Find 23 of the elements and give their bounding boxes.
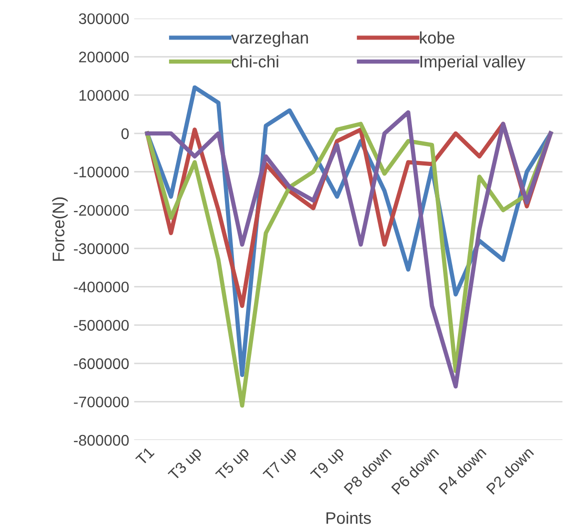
y-tick-label: -500000: [74, 320, 129, 331]
y-tick-label: -200000: [74, 204, 129, 216]
x-tick-label: T1: [135, 446, 155, 466]
y-tick-label: 300000: [78, 13, 129, 24]
x-tick-label: T3 up: [168, 446, 204, 484]
y-tick-label: 200000: [79, 52, 129, 62]
y-axis-title: Force(N): [52, 197, 68, 261]
y-tick-label: -100000: [74, 166, 129, 178]
legend-label: kobe: [420, 31, 454, 44]
x-tick-label: T9 up: [310, 446, 347, 484]
y-tick-label: 100000: [80, 90, 129, 101]
y-tick-label: -400000: [74, 282, 129, 292]
y-tick-label: -600000: [74, 358, 129, 370]
x-tick-label: T7 up: [262, 446, 300, 484]
legend-label: chi-chi: [232, 55, 278, 68]
y-tick-label: -800000: [74, 434, 129, 446]
y-tick-label: -700000: [74, 396, 129, 408]
legend-label: varzeghan: [231, 31, 308, 47]
x-axis-title: Points: [326, 512, 371, 524]
y-tick-label: -300000: [74, 243, 129, 254]
legend-label: Imperial valley: [420, 55, 526, 71]
x-tick-label: T5 up: [215, 446, 252, 484]
y-tick-label: 0: [121, 128, 129, 140]
